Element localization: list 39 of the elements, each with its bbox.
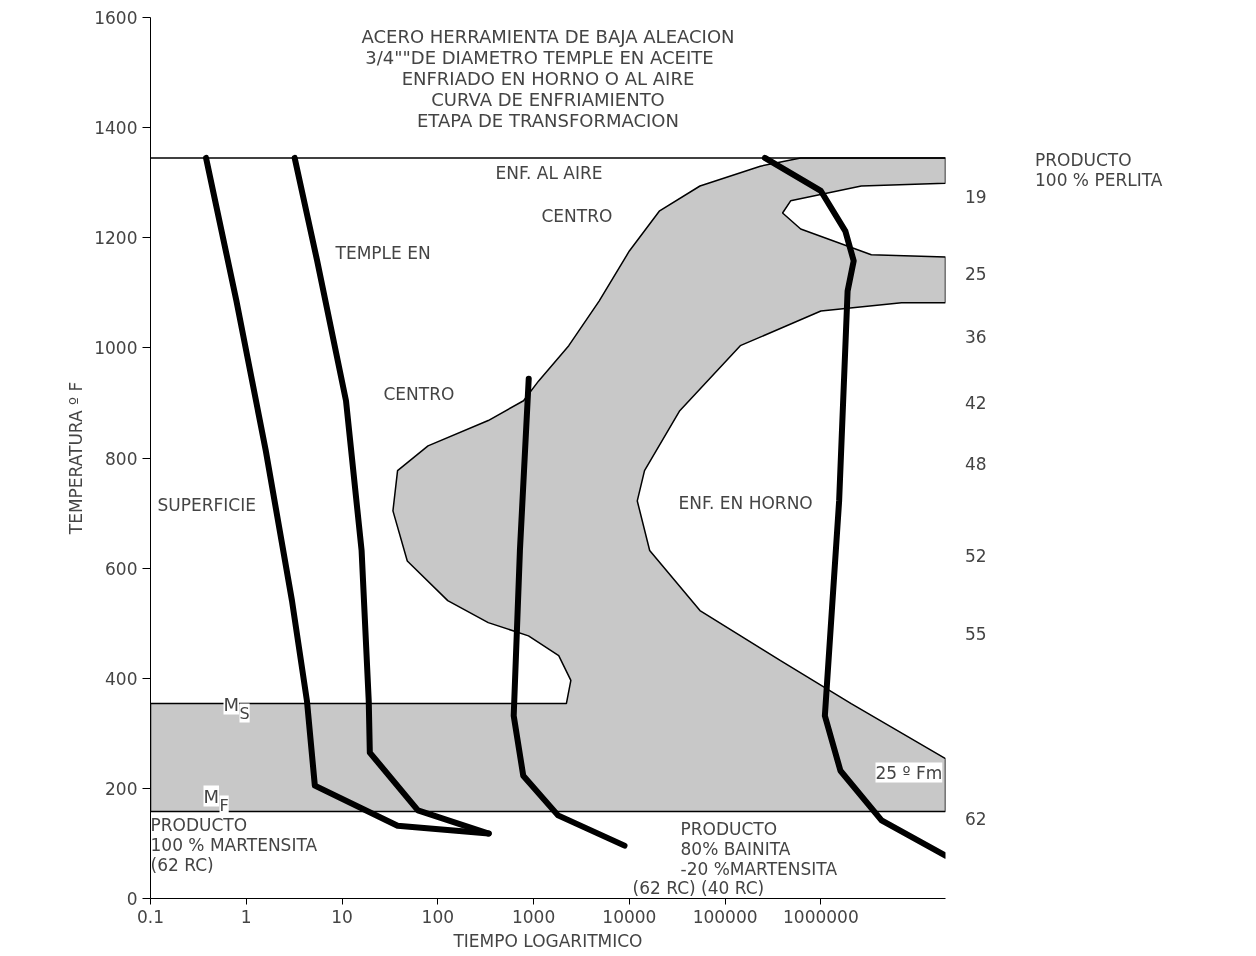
text: 52 [965,546,987,566]
x-tick-label: 10 [331,906,353,927]
y-tick-label: 1400 [94,118,138,139]
y-tick-label: 0 [126,889,138,909]
x-tick-label: 0.1 [136,906,165,927]
annotation: 25 º Fm [875,762,943,783]
x-axis-title: TIEMPO LOGARITMICO [452,930,643,951]
y-tick-label: 600 [105,558,138,579]
y-axis-title: TEMPERATURA º F [66,381,87,536]
y-tick-label: 1200 [94,228,138,249]
x-tick-label: 1000000 [783,906,859,927]
annotation: ENF. AL AIRE [495,162,603,183]
y-tick-label: 800 [105,448,138,469]
y-tick-label: 400 [105,668,138,689]
annotation: PRODUCTO 80% BAINITA -20 %MARTENSITA [680,818,838,879]
annotation: CENTRO [383,383,455,404]
text: 25 [965,264,987,284]
x-tick-label: 10000 [602,906,657,927]
text: 48 [965,454,987,474]
text: ACERO HERRAMIENTA DE BAJA ALEACION 3/4""DE DIAMETRO TEMPLE EN ACEITE ENFRIADO EN HORNO O AL AIRE CURVA DE ENFRIAMIENTO ETAPA DE TRANSFORMACION [361,26,735,132]
x-tick-label: 1000 [511,906,556,927]
x-tick-label: 100 [421,906,455,927]
text: 36 [965,327,987,347]
annotation: PRODUCTO 100 % MARTENSITA (62 RC) [150,815,318,876]
annotation: SUPERFICIE [157,494,256,515]
x-tick-label: 100000 [692,906,758,927]
annotation: ENF. EN HORNO [678,492,813,513]
annotation: CENTRO [541,205,613,226]
text: 19 [965,187,987,207]
y-tick-label: 1000 [94,338,138,359]
y-tick-label: 200 [105,778,138,799]
text: PRODUCTO 100 % PERLITA [1035,150,1163,190]
annotation: (62 RC) (40 RC) [632,877,765,898]
x-tick-label: 1 [240,906,252,927]
text: 55 [965,624,987,644]
text: 42 [965,393,987,413]
annotation: TEMPLE EN [334,242,431,263]
y-tick-label: 1600 [94,8,138,28]
text: 62 [965,809,987,829]
